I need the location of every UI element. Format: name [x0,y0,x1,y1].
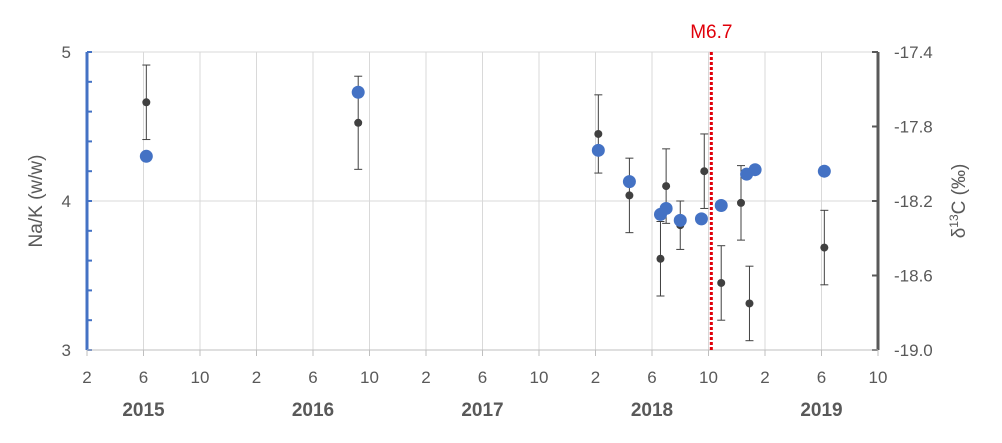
left-tick-label: 5 [62,43,71,62]
x-tick-label: 2 [82,368,91,387]
x-tick-label: 10 [360,368,379,387]
nak-point [673,213,687,227]
nak-point [817,164,831,178]
right-axis-title: δ13C (‰) [947,164,970,239]
nak-point [659,201,673,215]
x-tick-label: 2 [252,368,261,387]
delta13c-point [700,167,709,176]
left-tick-label: 3 [62,341,71,360]
left-axis-title: Na/K (w/w) [26,155,47,248]
earthquake-label: M6.7 [690,22,732,43]
delta13c-point [662,182,671,191]
x-tick-label: 6 [817,368,826,387]
delta13c-point [594,129,603,138]
gridlines [86,51,879,351]
x-tick-label: 2 [421,368,430,387]
nak-series [139,85,831,227]
right-tick-label: -17.8 [894,118,933,137]
right-tick-label: -18.2 [894,192,933,211]
axes [85,51,880,356]
x-tick-label: 10 [699,368,718,387]
x-tick-label: 2 [591,368,600,387]
x-tick-label: 6 [308,368,317,387]
left-tick-label: 4 [62,192,71,211]
x-tick-label: 10 [530,368,549,387]
x-tick-label: 6 [647,368,656,387]
delta13c-point [717,278,726,287]
year-label: 2016 [292,400,334,421]
year-label: 2015 [122,400,165,421]
nak-point [591,143,605,157]
right-axis-title-suffix: C (‰) [949,164,970,215]
x-tick-label: 10 [869,368,888,387]
delta13c-point [736,198,745,207]
delta13c-point [142,98,151,107]
x-tick-label: 2 [760,368,769,387]
nak-point [139,149,153,163]
x-tick-label: 6 [139,368,148,387]
year-label: 2019 [800,400,842,421]
year-label: 2018 [631,400,673,421]
x-tick-label: 10 [191,368,210,387]
nak-point [351,85,365,99]
right-axis-title-superscript: 13 [947,214,961,228]
nak-point [714,198,728,212]
delta13c-point [656,254,665,263]
right-tick-label: -19.0 [894,341,933,360]
labels: 3 4 5 -17.4 -17.8 -18.2 -18.6 -19.0 2 6 10 2 6 10 2 6 10… [26,22,970,421]
right-tick-label: -17.4 [894,43,933,62]
delta13c-point [820,243,829,252]
delta13c-point [625,191,634,200]
year-label: 2017 [461,400,503,421]
x-tick-label: 6 [478,368,487,387]
nak-point [694,212,708,226]
right-axis-title-prefix: δ [949,228,970,239]
nak-point [748,163,762,177]
right-tick-label: -18.6 [894,267,933,286]
delta13c-point [354,118,363,127]
nak-point [622,175,636,189]
delta13c-point [745,299,754,308]
